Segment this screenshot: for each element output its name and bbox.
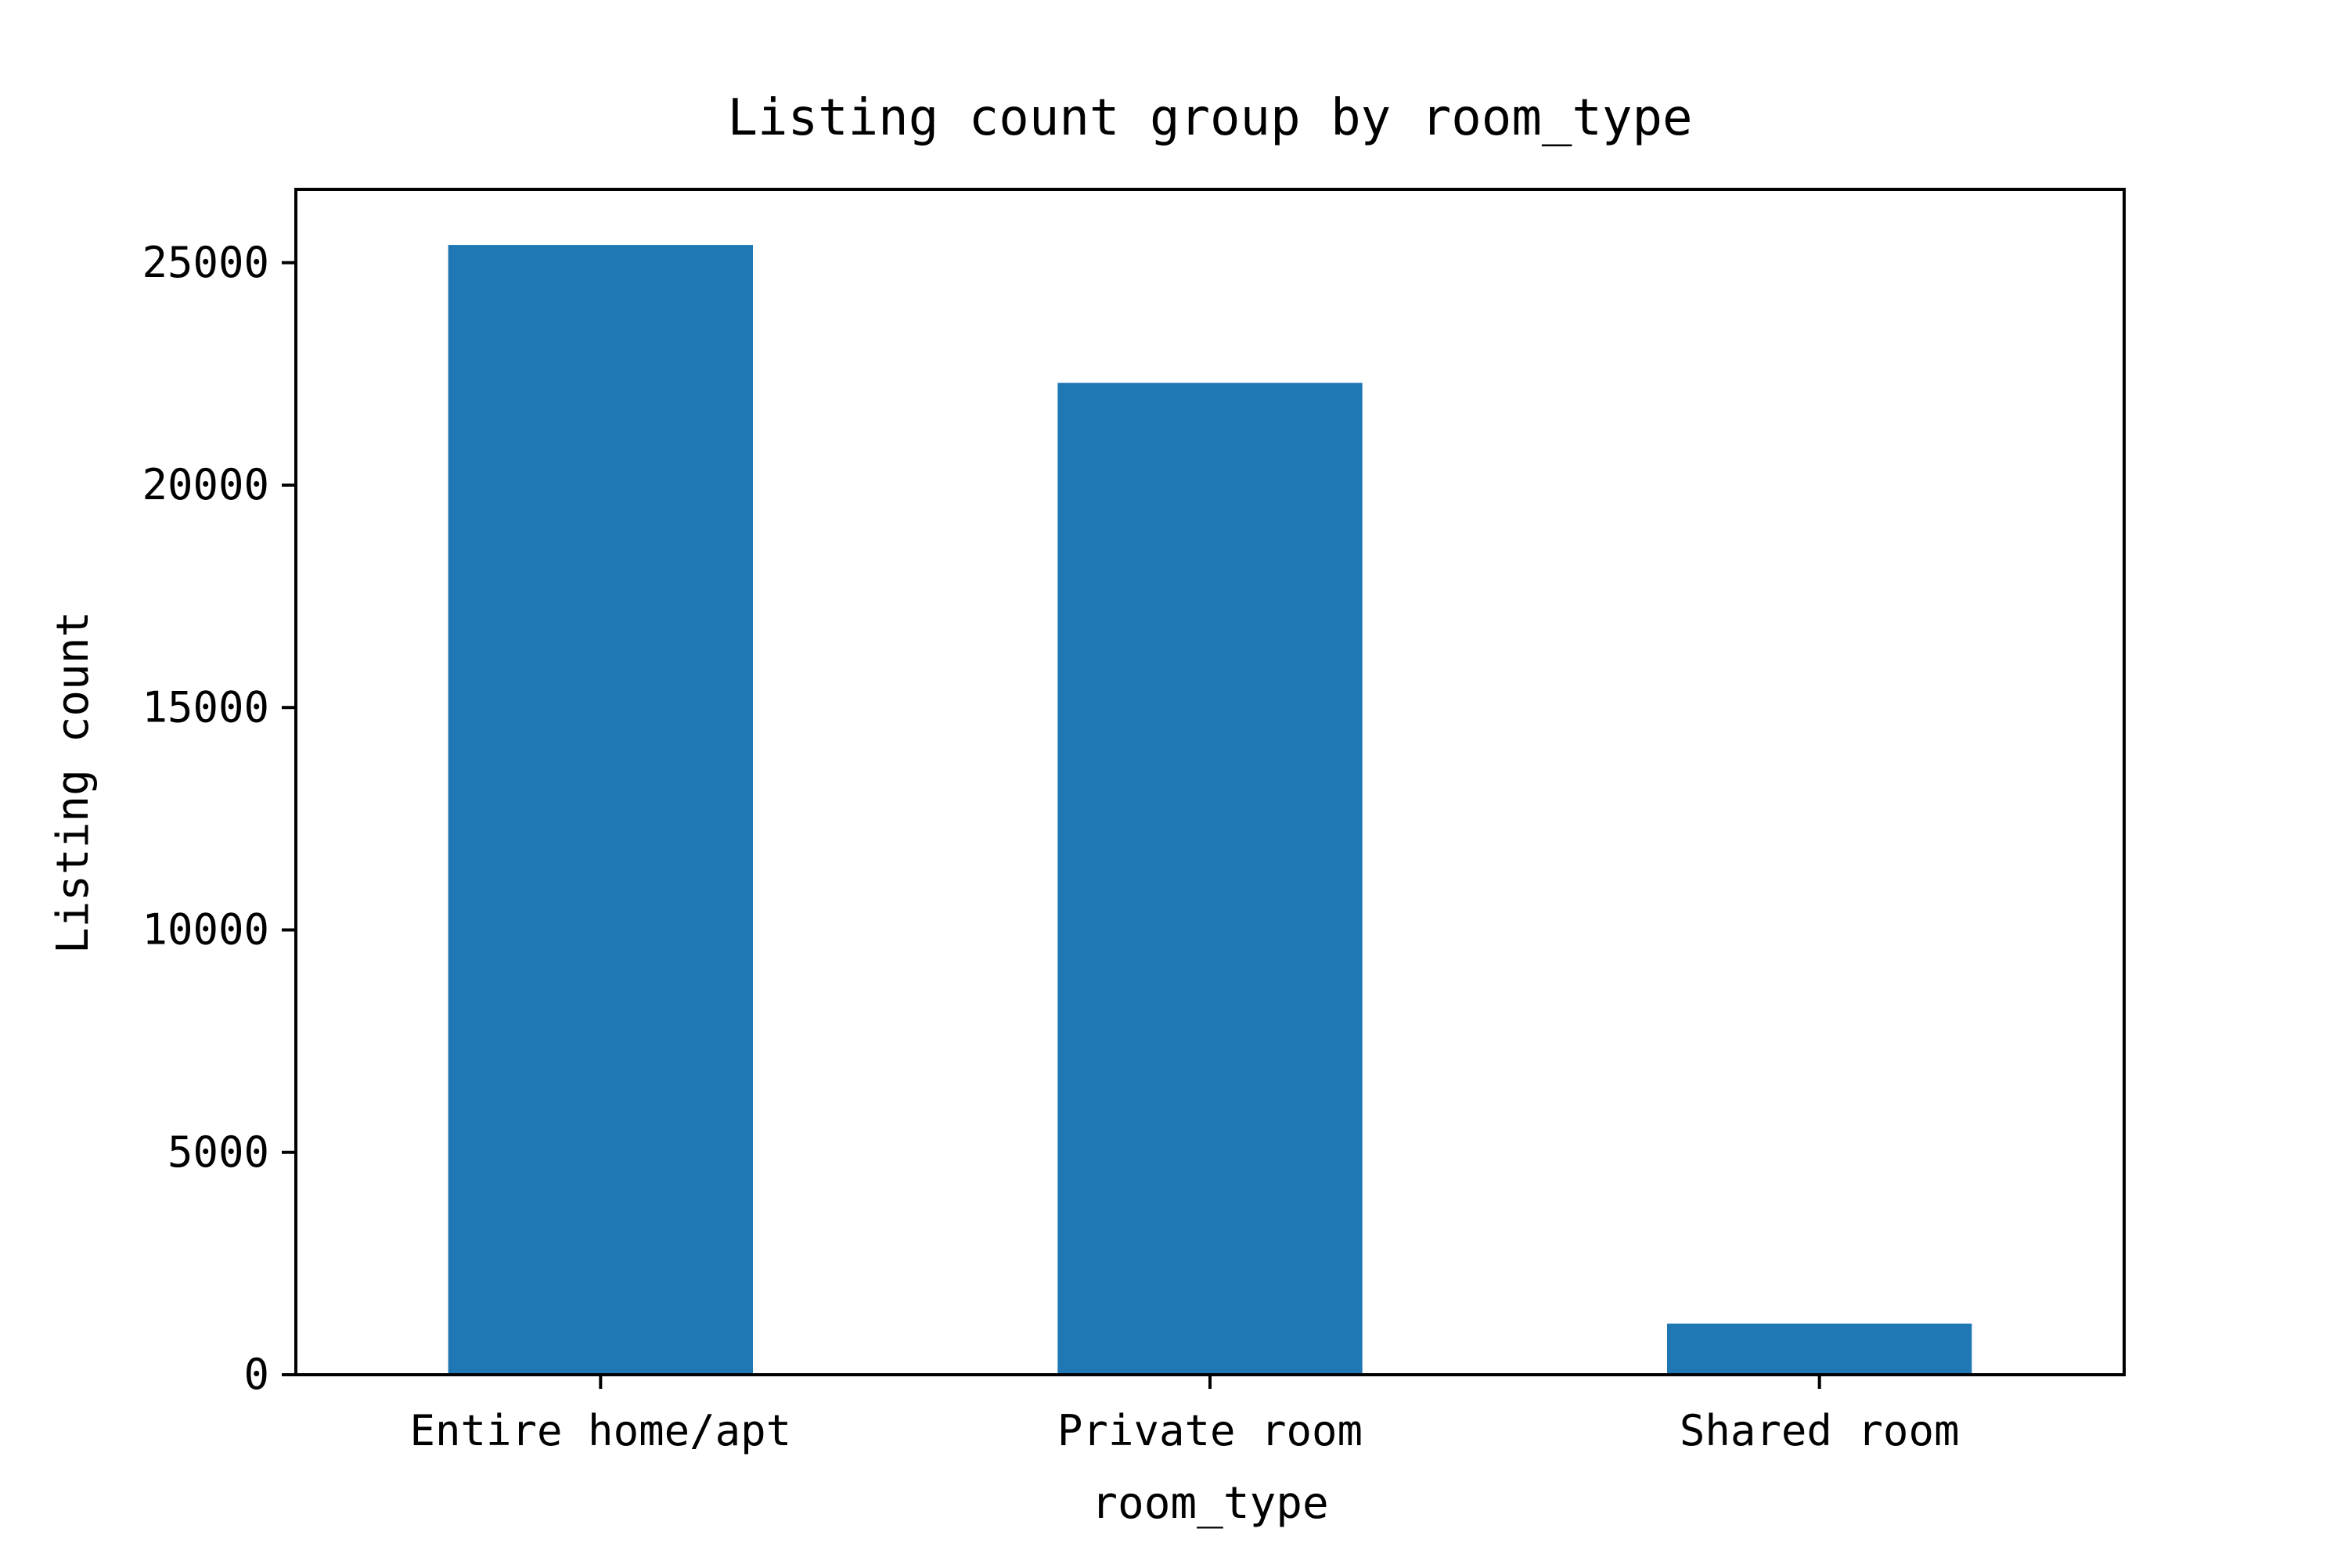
y-axis-label: Listing count	[48, 611, 99, 954]
x-tick-label: Shared room	[1680, 1406, 1960, 1455]
bar-shared-room	[1667, 1323, 1972, 1375]
bar-private-room	[1057, 383, 1363, 1375]
chart-title: Listing count group by room_type	[728, 89, 1693, 147]
x-axis-ticks: Entire home/apt Private room Shared room	[409, 1375, 1959, 1455]
y-tick-label: 10000	[142, 905, 269, 955]
x-tick-label: Private room	[1057, 1406, 1363, 1455]
bars-group	[448, 245, 1972, 1375]
y-tick-label: 0	[243, 1350, 269, 1399]
y-tick-label: 5000	[167, 1127, 269, 1177]
y-axis-ticks: 0 5000 10000 15000 20000 25000	[142, 238, 296, 1399]
y-tick-label: 20000	[142, 460, 269, 509]
y-tick-label: 15000	[142, 682, 269, 732]
x-tick-label: Entire home/apt	[409, 1406, 791, 1455]
bar-entire-home-apt	[448, 245, 753, 1375]
plot-frame	[294, 188, 2126, 1376]
x-axis-label: room_type	[1091, 1478, 1328, 1529]
y-tick-label: 25000	[142, 238, 269, 287]
